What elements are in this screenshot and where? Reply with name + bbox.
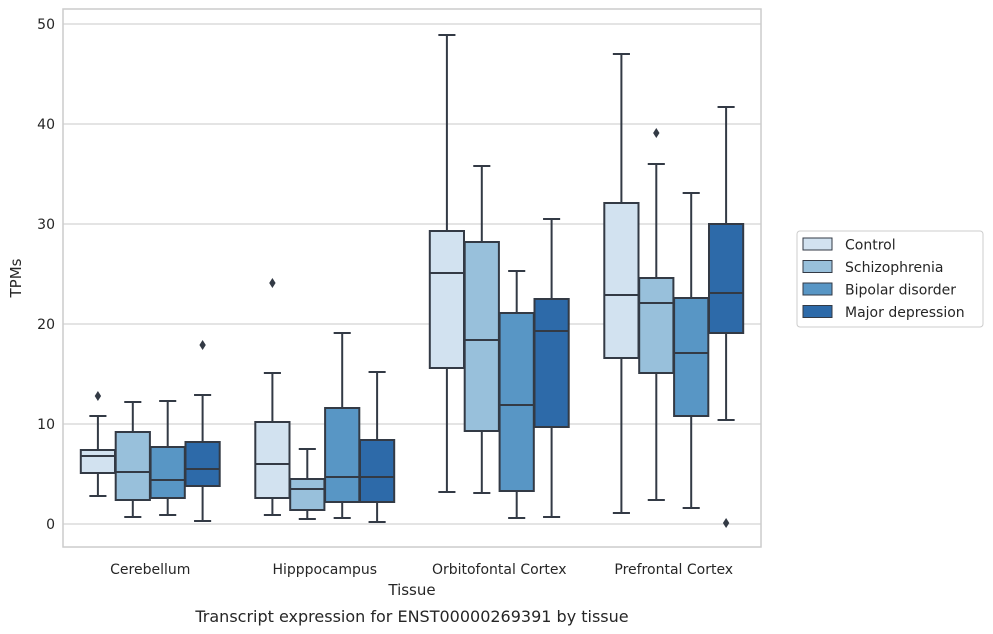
outlier-point-1 bbox=[94, 391, 102, 401]
outlier-point-1 bbox=[722, 518, 730, 528]
legend-swatch-3 bbox=[802, 282, 833, 296]
box-iqr bbox=[358, 439, 396, 503]
box-iqr bbox=[324, 407, 361, 503]
box-4-3 bbox=[673, 192, 710, 509]
box-iqr bbox=[114, 431, 151, 501]
x-tick-label-4: Prefrontal Cortex bbox=[614, 562, 733, 578]
legend-swatch-1 bbox=[802, 237, 833, 251]
box-iqr bbox=[498, 312, 535, 492]
box-iqr bbox=[638, 277, 675, 374]
y-tick-label-30: 30 bbox=[37, 217, 55, 233]
box-iqr bbox=[533, 298, 570, 428]
box-iqr bbox=[428, 230, 466, 369]
box-iqr bbox=[603, 202, 640, 359]
x-axis-ticks: Cerebellum Hipppocampus Orbitofontal Corte… bbox=[110, 562, 733, 578]
box-1-1 bbox=[79, 391, 117, 497]
outlier-point-1 bbox=[199, 340, 206, 350]
y-tick-label-50: 50 bbox=[37, 17, 55, 33]
box-3-4 bbox=[533, 218, 570, 518]
legend-swatch-2 bbox=[802, 260, 833, 273]
x-axis-label: Tissue bbox=[387, 581, 435, 599]
box-iqr bbox=[184, 441, 221, 487]
chart-caption: Transcript expression for ENST0000026939… bbox=[194, 607, 628, 626]
legend-label-1: Control bbox=[845, 238, 896, 254]
box-iqr bbox=[707, 223, 745, 334]
box-3-1 bbox=[428, 34, 466, 493]
grid-lines bbox=[63, 23, 761, 525]
plot-frame bbox=[62, 8, 762, 548]
outlier-point-1 bbox=[269, 278, 276, 288]
box-1-2 bbox=[114, 401, 151, 518]
box-iqr bbox=[673, 297, 710, 417]
y-tick-label-20: 20 bbox=[37, 317, 55, 333]
x-tick-label-1: Cerebellum bbox=[110, 562, 190, 578]
x-tick-label-3: Orbitofontal Cortex bbox=[432, 562, 567, 578]
y-tick-label-40: 40 bbox=[37, 117, 55, 133]
legend-frame bbox=[796, 230, 984, 328]
outlier-point-1 bbox=[653, 128, 660, 138]
box-2-4 bbox=[358, 371, 396, 523]
box-iqr bbox=[149, 446, 186, 499]
box-2-1 bbox=[254, 278, 291, 516]
y-tick-label-10: 10 bbox=[37, 417, 55, 433]
box-4-2 bbox=[638, 128, 675, 501]
box-iqr bbox=[289, 478, 326, 511]
box-iqr bbox=[79, 449, 117, 474]
legend-label-2: Schizophrenia bbox=[845, 260, 943, 276]
y-tick-label-0: 0 bbox=[46, 517, 55, 533]
legend: Control Schizophrenia Bipolar disorder Majo… bbox=[796, 230, 984, 328]
box-1-4 bbox=[184, 340, 221, 522]
legend-label-4: Major depression bbox=[845, 305, 965, 321]
y-axis-ticks: 0 10 20 30 40 50 bbox=[37, 17, 55, 533]
box-plot-area bbox=[79, 34, 745, 528]
box-2-3 bbox=[324, 332, 361, 519]
y-axis-label: TPMs bbox=[7, 258, 25, 298]
legend-swatch-4 bbox=[802, 305, 833, 318]
legend-label-3: Bipolar disorder bbox=[845, 283, 956, 299]
x-tick-label-2: Hipppocampus bbox=[272, 562, 377, 578]
box-iqr bbox=[463, 241, 500, 432]
box-4-4 bbox=[707, 106, 745, 528]
box-iqr bbox=[254, 421, 291, 499]
box-2-2 bbox=[289, 448, 326, 520]
box-4-1 bbox=[603, 53, 640, 514]
box-1-3 bbox=[149, 400, 186, 516]
box-3-2 bbox=[463, 165, 500, 494]
box-3-3 bbox=[498, 270, 535, 519]
